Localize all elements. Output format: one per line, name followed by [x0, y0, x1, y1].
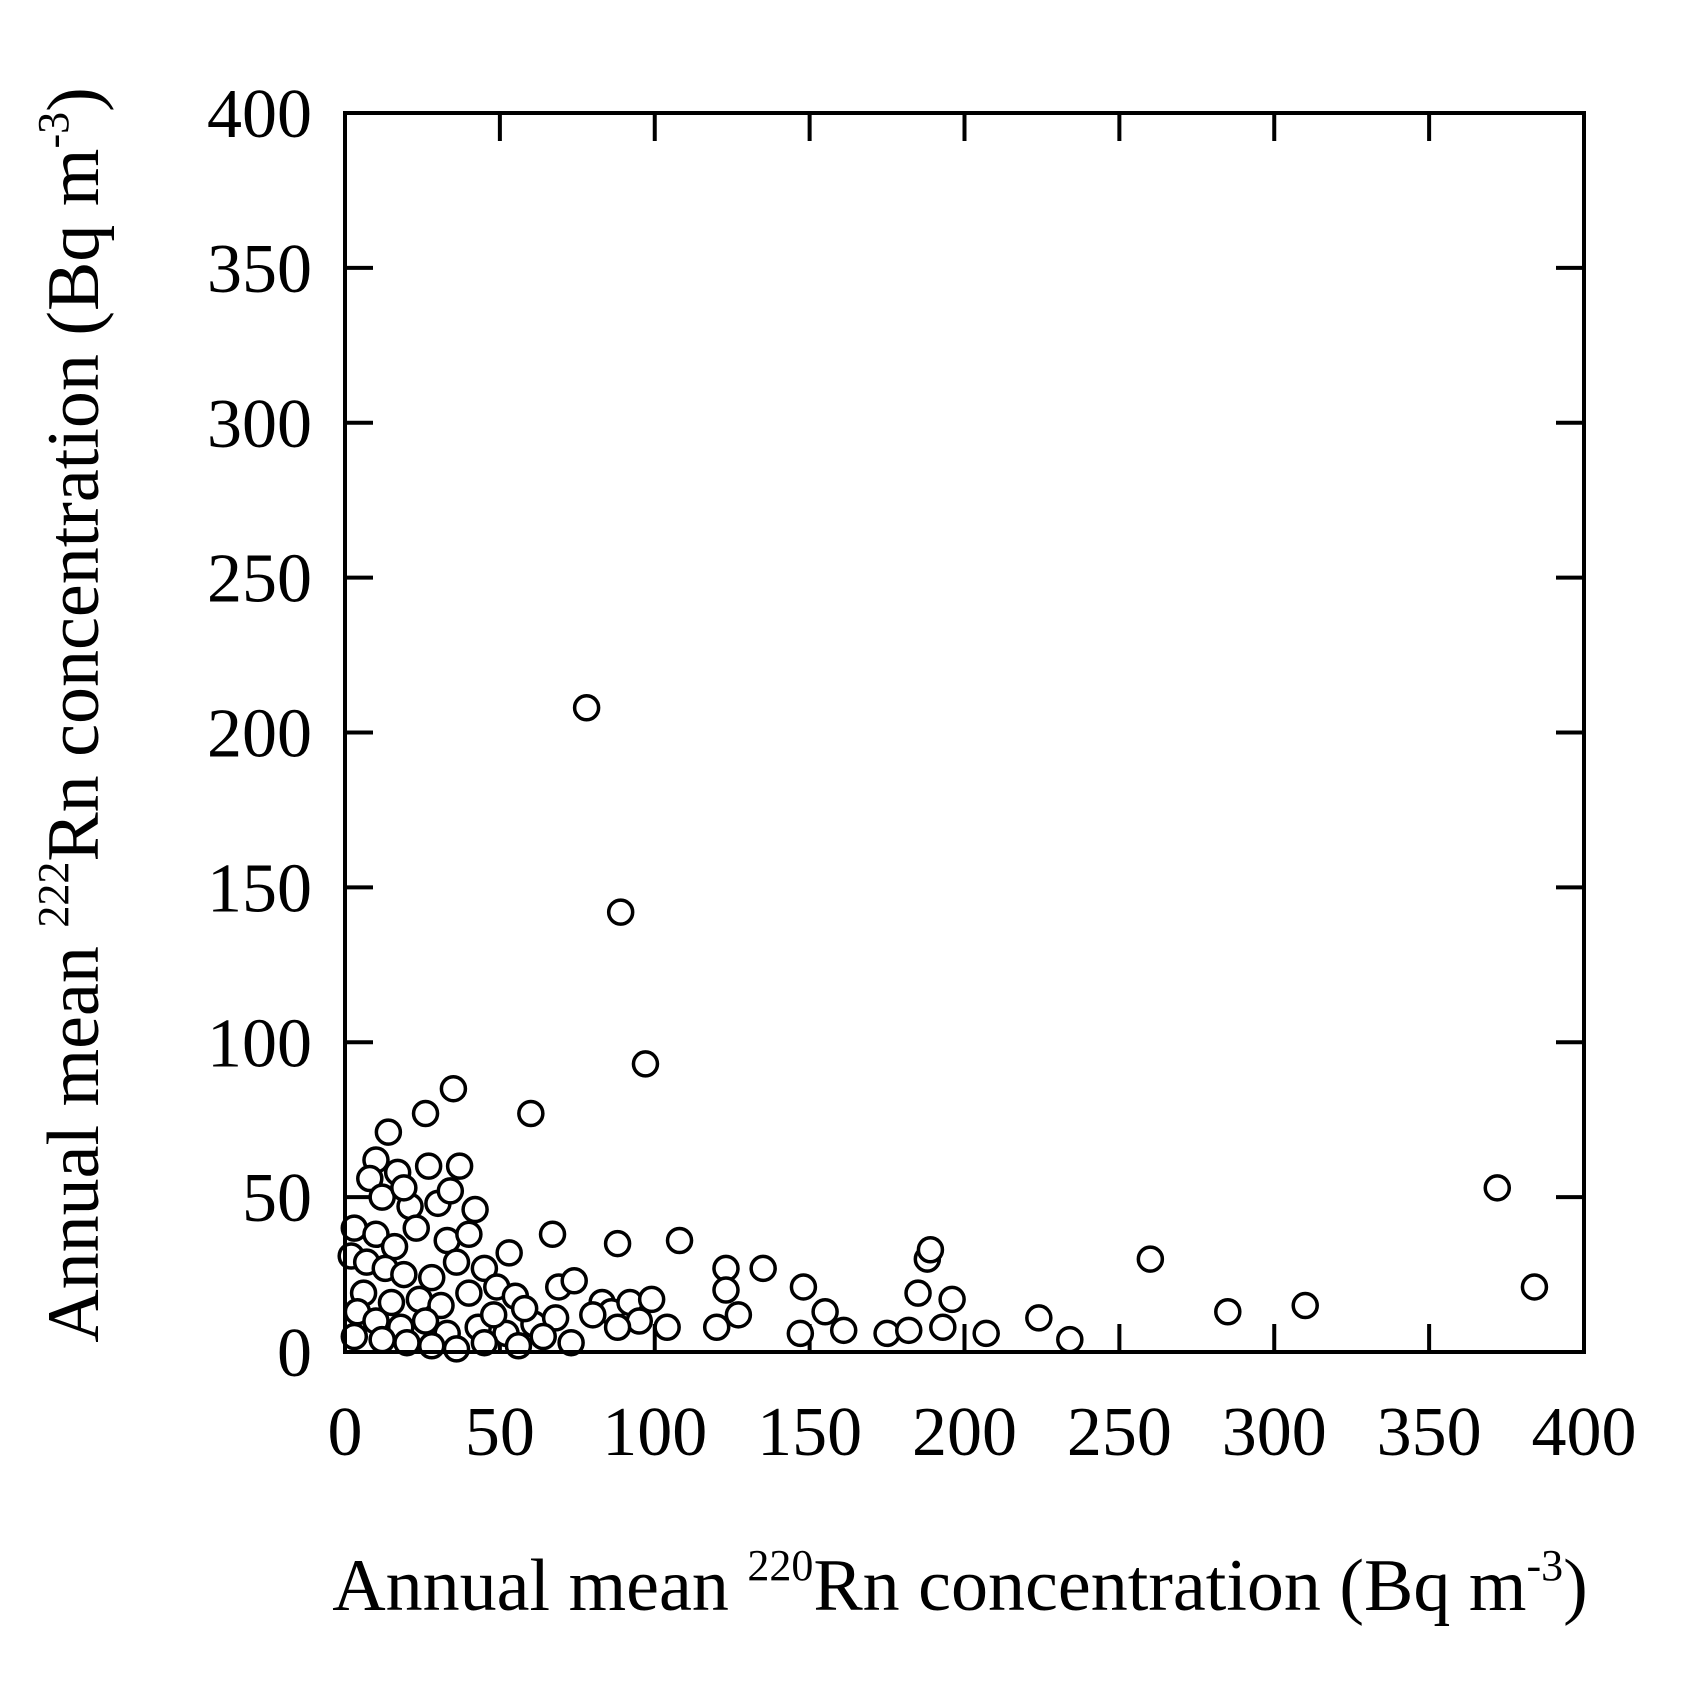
data-point [479, 1301, 508, 1329]
data-point [414, 1152, 443, 1180]
y-tick-label: 300 [207, 386, 312, 463]
data-point [411, 1099, 440, 1128]
data-point [445, 1152, 474, 1180]
scatter-points [337, 693, 1549, 1363]
data-point [455, 1279, 483, 1307]
data-point [1520, 1273, 1549, 1301]
data-point [557, 1328, 585, 1357]
x-tick-label: 150 [757, 1394, 862, 1471]
data-point [560, 1267, 588, 1295]
x-tick-label: 100 [602, 1394, 707, 1471]
data-point [938, 1285, 966, 1314]
data-point [916, 1236, 945, 1264]
data-point [929, 1313, 957, 1341]
data-point [603, 1313, 632, 1341]
x-axis-ticks: 0 50 100 150 200 250 300 350 400 [328, 113, 1637, 1471]
data-point [1136, 1245, 1165, 1273]
data-point [439, 1074, 468, 1103]
data-point [1214, 1297, 1242, 1326]
data-point [436, 1177, 465, 1205]
data-point [712, 1276, 740, 1304]
data-point [377, 1288, 406, 1317]
y-tick-label: 100 [207, 1005, 312, 1082]
y-axis-title: Annual mean 222Rn concentration (Bq m-3) [29, 87, 115, 1343]
y-tick-label: 200 [207, 696, 312, 773]
data-point [517, 1099, 545, 1128]
x-tick-label: 0 [328, 1394, 363, 1471]
data-point [789, 1273, 818, 1301]
plot-frame [343, 111, 1586, 1354]
x-tick-label: 400 [1532, 1394, 1637, 1471]
data-point [510, 1294, 539, 1323]
y-tick-label: 150 [207, 850, 312, 927]
data-point [374, 1118, 403, 1146]
data-point [368, 1325, 396, 1354]
data-point [972, 1319, 1000, 1348]
x-tick-label: 50 [465, 1394, 535, 1471]
data-point [461, 1195, 489, 1224]
data-point [402, 1214, 430, 1242]
x-axis-title: Annual mean 220Rn concentration (Bq m-3) [332, 1541, 1588, 1627]
data-point [390, 1174, 418, 1202]
data-point [572, 693, 601, 722]
data-point [417, 1263, 446, 1292]
data-point [894, 1316, 923, 1345]
data-point [442, 1248, 471, 1276]
data-point [606, 898, 635, 926]
data-point [665, 1226, 694, 1255]
data-point [529, 1322, 557, 1351]
y-tick-label: 0 [277, 1315, 312, 1392]
data-point [417, 1332, 446, 1360]
data-point [811, 1297, 839, 1326]
y-tick-label: 50 [242, 1160, 312, 1237]
data-point [340, 1322, 369, 1351]
data-point [637, 1285, 666, 1314]
data-point [631, 1050, 660, 1078]
data-point [904, 1279, 932, 1307]
data-point [470, 1254, 499, 1283]
data-point [603, 1229, 632, 1258]
x-tick-label: 250 [1067, 1394, 1172, 1471]
data-point [362, 1220, 390, 1249]
data-point [470, 1328, 499, 1357]
data-point [702, 1313, 731, 1341]
data-point [455, 1220, 483, 1249]
y-axis-ticks: 0 50 100 150 200 250 300 350 400 [207, 76, 1584, 1392]
data-point [442, 1335, 471, 1363]
data-point [724, 1301, 753, 1329]
data-point [786, 1319, 815, 1348]
data-point [390, 1260, 418, 1289]
y-tick-label: 400 [207, 76, 312, 153]
data-point [1483, 1174, 1512, 1202]
data-point [653, 1313, 681, 1341]
data-point [411, 1307, 440, 1335]
data-point [1291, 1291, 1319, 1320]
data-point [538, 1220, 567, 1249]
x-tick-label: 300 [1222, 1394, 1327, 1471]
y-tick-label: 350 [207, 231, 312, 308]
data-point [829, 1316, 858, 1345]
x-tick-label: 350 [1377, 1394, 1482, 1471]
data-point [749, 1254, 777, 1283]
data-point [1025, 1304, 1053, 1332]
x-tick-label: 200 [912, 1394, 1017, 1471]
data-point [1056, 1325, 1084, 1354]
data-point [579, 1301, 607, 1329]
data-point [541, 1304, 570, 1332]
data-point [504, 1332, 533, 1360]
data-point [495, 1239, 523, 1267]
y-tick-label: 250 [207, 541, 312, 618]
data-point [356, 1164, 384, 1193]
